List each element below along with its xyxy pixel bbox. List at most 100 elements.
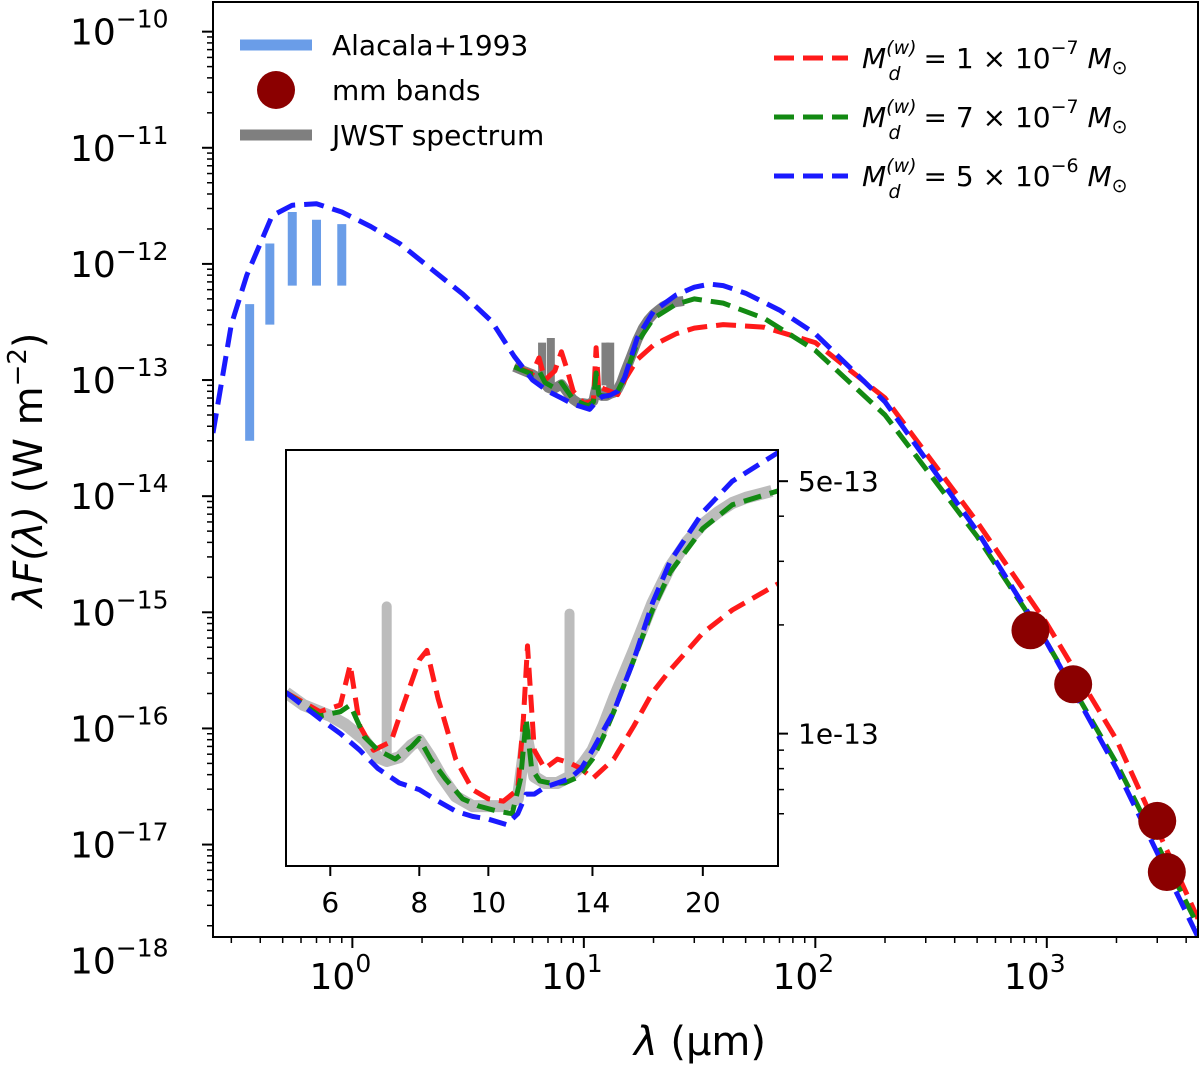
y-tick-exp: −15	[116, 585, 169, 614]
legend-model-label: M(w) d = 5 × 10−6 M⊙	[862, 155, 1128, 203]
x-tick-exp: 3	[1050, 949, 1066, 978]
y-tick-label: 10−14	[70, 469, 169, 518]
y-label-unit: (W m	[6, 386, 52, 506]
y-tick-label: 10−16	[70, 701, 169, 750]
x-tick-label: 102	[772, 949, 834, 998]
y-label-func: F(λ)	[6, 506, 52, 584]
legend-mass-sup: (w)	[886, 37, 916, 59]
legend-sun-sub: ⊙	[1112, 116, 1128, 138]
y-tick-base: 10	[70, 709, 116, 750]
legend-value: = 7 × 10	[915, 101, 1051, 134]
main-y-axis: 10−1010−1110−1210−1310−1410−1510−1610−17…	[70, 5, 213, 983]
mm-band-point	[1147, 853, 1186, 892]
y-tick-base: 10	[70, 245, 116, 286]
legend-mass-sub: d	[889, 63, 902, 85]
y-tick-exp: −14	[116, 469, 169, 498]
inset-plot: 6 8 10 14 20 1e-13 5e-13	[285, 449, 879, 919]
legend-sun-symbol: M	[1079, 42, 1112, 75]
y-axis-label: λF(λ) (W m−2)	[3, 332, 52, 609]
y-tick-exp: −18	[116, 934, 169, 963]
model-line-2	[513, 296, 1198, 927]
main-x-axis: 100 101 102 103	[230, 937, 1187, 998]
legend-model-label: M(w) d = 7 × 10−7 M⊙	[862, 96, 1128, 144]
legend-mass-symbol: M	[862, 42, 886, 75]
legend-model-label: M(w) d = 1 × 10−7 M⊙	[862, 37, 1128, 85]
legend-label: mm bands	[332, 74, 481, 107]
x-tick-label: 103	[1004, 949, 1066, 998]
main-axes-frame	[212, 1, 1199, 938]
legend-mass-sub: d	[889, 181, 902, 203]
inset-x-tick-label: 10	[471, 886, 507, 919]
y-tick-exp: −16	[116, 701, 169, 730]
x-axis-label: λ (μm)	[632, 1019, 766, 1065]
legend-exp: −7	[1051, 37, 1079, 59]
y-tick-label: 10−11	[70, 121, 169, 170]
inset-y-axis: 1e-13 5e-13	[778, 465, 879, 815]
y-tick-base: 10	[70, 942, 116, 983]
legend-value: = 1 × 10	[915, 42, 1051, 75]
legend-sun-sub: ⊙	[1112, 57, 1128, 79]
y-tick-exp: −11	[116, 121, 169, 150]
inset-model-line-1	[286, 581, 778, 804]
y-label-unit-exp: −2	[3, 348, 33, 386]
y-tick-label: 10−18	[70, 934, 169, 983]
legend-label: JWST spectrum	[330, 119, 544, 152]
model-line-3	[213, 201, 1198, 937]
inset-y-tick-label: 1e-13	[798, 718, 879, 751]
legend-mass-sub: d	[889, 122, 902, 144]
x-tick-base: 10	[541, 957, 587, 998]
x-tick-exp: 1	[587, 949, 603, 978]
y-label-lambda: λ	[6, 584, 52, 610]
y-label-close: )	[6, 332, 52, 348]
legend-swatch-dot	[257, 71, 295, 109]
inset-axes-frame	[285, 449, 779, 867]
legend-exp: −7	[1051, 96, 1079, 118]
inset-model-line-2	[286, 488, 778, 817]
x-tick-label: 100	[310, 949, 372, 998]
y-tick-label: 10−15	[70, 585, 169, 634]
x-label-lambda: λ	[632, 1019, 658, 1065]
legend-mass-symbol: M	[862, 160, 886, 193]
y-tick-exp: −12	[116, 237, 169, 266]
legend-mass-symbol: M	[862, 101, 886, 134]
inset-background	[286, 450, 778, 866]
y-tick-label: 10−17	[70, 818, 169, 867]
inset-x-tick-label: 14	[575, 886, 611, 919]
y-tick-exp: −10	[116, 5, 169, 34]
legend-mass-sup: (w)	[886, 155, 916, 177]
legend-sun-symbol: M	[1079, 101, 1112, 134]
x-tick-base: 10	[310, 957, 356, 998]
inset-x-tick-label: 8	[410, 886, 428, 919]
legend-value: = 5 × 10	[915, 160, 1051, 193]
x-tick-exp: 0	[355, 949, 371, 978]
legend-sun-sub: ⊙	[1112, 175, 1128, 197]
main-data-layer	[213, 201, 1198, 937]
inset-data-layer	[286, 450, 778, 828]
y-tick-exp: −13	[116, 353, 169, 382]
x-tick-label: 101	[541, 949, 603, 998]
x-tick-base: 10	[772, 957, 818, 998]
y-tick-label: 10−10	[70, 5, 169, 54]
y-tick-base: 10	[70, 361, 116, 402]
legend-sun-symbol: M	[1079, 160, 1112, 193]
y-tick-base: 10	[70, 593, 116, 634]
y-tick-base: 10	[70, 826, 116, 867]
x-label-unit: (μm)	[658, 1019, 766, 1065]
main-plot: 100 101 102 10310−1010−1110−1210−1310−1410−…	[3, 1, 1199, 1065]
inset-model-line-3	[286, 450, 778, 828]
inset-x-tick-label: 20	[685, 886, 721, 919]
x-tick-base: 10	[1004, 957, 1050, 998]
y-tick-base: 10	[70, 13, 116, 54]
y-tick-label: 10−13	[70, 353, 169, 402]
legend-mass-sup: (w)	[886, 96, 916, 118]
mm-band-point	[1138, 801, 1177, 840]
y-tick-base: 10	[70, 477, 116, 518]
y-tick-base: 10	[70, 129, 116, 170]
y-tick-label: 10−12	[70, 237, 169, 286]
x-tick-exp: 2	[818, 949, 834, 978]
legend-label: Alacala+1993	[332, 29, 528, 62]
inset-y-tick-label: 5e-13	[798, 465, 879, 498]
mm-band-point	[1011, 611, 1050, 650]
